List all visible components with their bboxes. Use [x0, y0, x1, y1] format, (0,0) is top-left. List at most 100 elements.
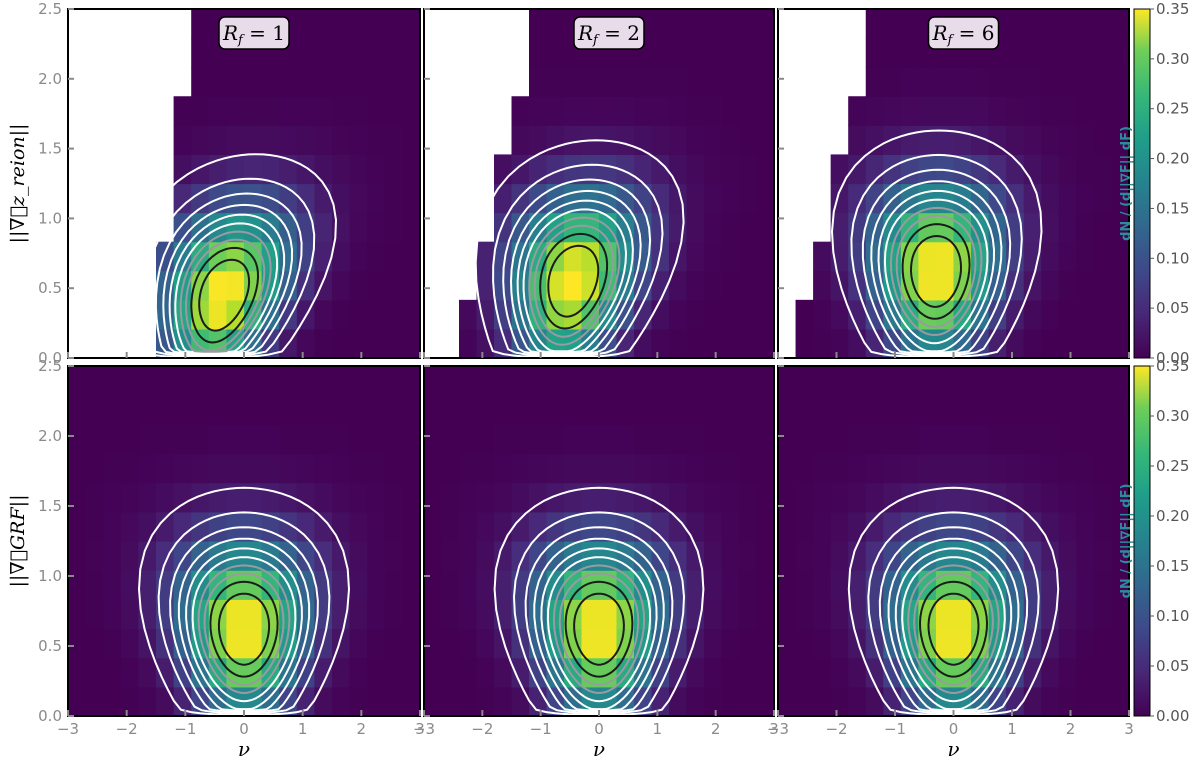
heatmap-cell — [226, 453, 245, 484]
heatmap-cell — [424, 424, 443, 455]
heatmap-cell — [332, 511, 351, 542]
heatmap-cell — [546, 686, 565, 716]
heatmap-cell — [1058, 686, 1077, 716]
rf-label-box — [218, 16, 290, 50]
contour-line — [546, 556, 652, 703]
heatmap-cell — [704, 628, 723, 659]
x-tick-label: 0 — [239, 720, 249, 738]
panel-content — [778, 366, 1129, 716]
heatmap-cell — [599, 628, 618, 659]
heatmap-cell — [173, 395, 192, 425]
heatmap-cell — [971, 395, 990, 425]
heatmap-cell — [191, 395, 210, 425]
heatmap-cell — [935, 125, 955, 156]
heatmap-cell — [756, 599, 774, 630]
contour-line — [492, 163, 664, 357]
contour-line — [867, 511, 1040, 715]
heatmap-cell — [296, 541, 315, 571]
heatmap-cell — [651, 125, 670, 156]
rf-label-box — [573, 16, 645, 50]
heatmap-cell — [988, 241, 1007, 272]
heatmap-cell — [173, 125, 192, 156]
panel-content — [459, 9, 774, 358]
contour-line — [516, 199, 634, 354]
heatmap-cell — [813, 628, 832, 659]
heatmap-cell — [384, 395, 403, 425]
heatmap-cell — [314, 299, 333, 330]
heatmap-cell — [279, 299, 298, 330]
heatmap-cell — [156, 511, 175, 542]
heatmap-cell — [402, 183, 420, 214]
heatmap-cell — [883, 366, 902, 396]
heatmap-cell — [669, 67, 688, 97]
heatmap-cell — [529, 657, 548, 688]
heatmap-cell — [1006, 599, 1025, 630]
heatmap-cell — [581, 366, 600, 396]
heatmap-cell — [581, 424, 600, 455]
heatmap-cell — [669, 511, 688, 542]
heatmap-cell — [384, 125, 403, 156]
contour-line — [179, 230, 272, 353]
panel-1-2: −3 −2 −1 0 1 2 3 ν — [767, 365, 1134, 761]
y-tick-label: 2.5 — [38, 0, 62, 18]
heatmap-cell — [865, 366, 884, 396]
heatmap-cell — [314, 395, 333, 425]
heatmap-cell — [332, 96, 351, 126]
heatmap-cell — [296, 183, 315, 214]
heatmap-cell — [739, 570, 758, 600]
heatmap-cell — [244, 183, 263, 214]
heatmap-cell — [402, 424, 420, 455]
heatmap-cell — [296, 366, 315, 396]
heatmap-cell — [1058, 511, 1077, 542]
heatmap-cell — [1111, 628, 1129, 659]
heatmap-cell — [721, 328, 740, 358]
heatmap-cell — [739, 270, 758, 301]
heatmap-cell — [669, 395, 688, 425]
heatmap-cell — [918, 212, 937, 243]
heatmap-cell — [279, 366, 298, 396]
heatmap-cell — [795, 482, 814, 513]
contour-line — [547, 244, 600, 318]
heatmap-cell — [830, 328, 849, 358]
heatmap-cell — [686, 570, 705, 600]
heatmap-cell — [367, 395, 386, 425]
colorbar-gradient — [1134, 366, 1150, 716]
heatmap-cell — [459, 328, 478, 358]
heatmap-cell — [756, 395, 774, 425]
x-tick-label: 3 — [1124, 720, 1134, 738]
heatmap-cell — [226, 212, 245, 243]
heatmap-cell — [1023, 212, 1042, 243]
heatmap-cell — [138, 686, 157, 716]
heatmap-cell — [686, 67, 705, 97]
heatmap-cell — [918, 366, 937, 396]
heatmap-cell — [830, 212, 849, 243]
x-tick-label: 1 — [653, 720, 663, 738]
heatmap-cell — [546, 96, 565, 126]
heatmap-cell — [208, 67, 227, 97]
heatmap-cell — [669, 299, 688, 330]
heatmap-cell — [511, 96, 530, 126]
heatmap-cell — [349, 570, 368, 600]
heatmap-cell — [1058, 38, 1077, 68]
heatmap-cell — [900, 395, 919, 425]
heatmap-cell — [156, 366, 175, 396]
heatmap-cell — [634, 328, 653, 358]
heatmap-cell — [739, 482, 758, 513]
heatmap-cell — [988, 482, 1007, 513]
heatmap-cell — [778, 686, 797, 716]
heatmap-cell — [1041, 570, 1060, 600]
colorbar-tick-label: 0.15 — [1156, 557, 1189, 575]
heatmap-cell — [900, 9, 919, 39]
heatmap-cell — [739, 453, 758, 484]
heatmap-cell — [865, 125, 884, 156]
heatmap-cell — [1023, 482, 1042, 513]
heatmap-cell — [279, 212, 298, 243]
heatmap-cell — [226, 570, 245, 600]
heatmap-cell — [384, 366, 403, 396]
heatmap-cell — [651, 599, 670, 630]
heatmap-cell — [739, 395, 758, 425]
heatmap-cell — [494, 328, 513, 358]
heatmap-cell — [1006, 299, 1025, 330]
heatmap-cell — [68, 657, 87, 688]
heatmap-cell — [1041, 96, 1060, 126]
